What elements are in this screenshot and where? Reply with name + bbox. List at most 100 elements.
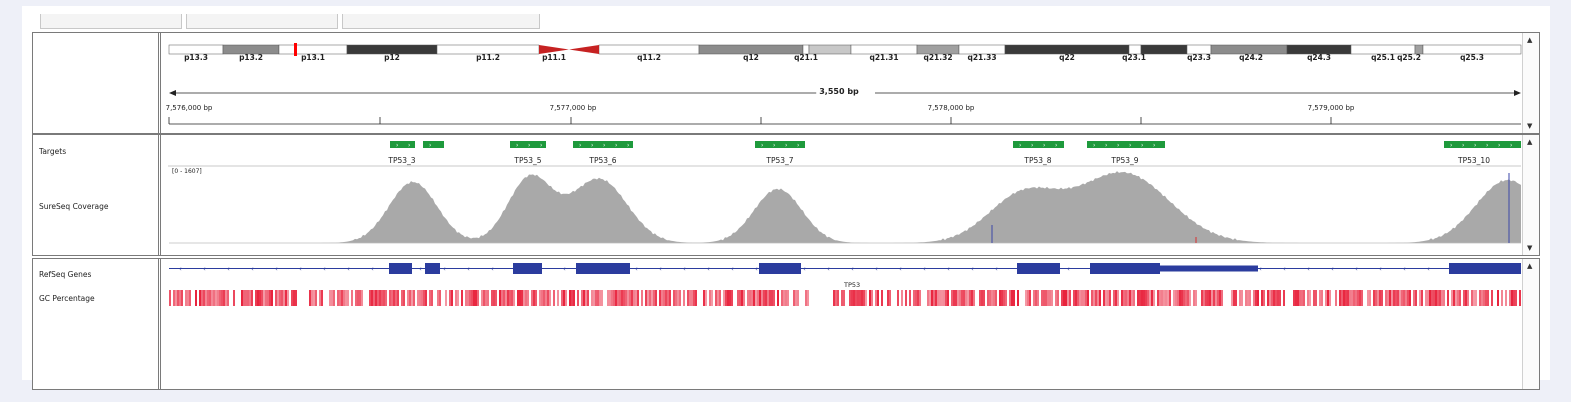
gc-bin	[437, 290, 439, 306]
gc-bin	[583, 290, 585, 306]
gc-bin	[1037, 290, 1039, 306]
gc-bin	[517, 290, 519, 306]
targets-track[interactable]: › › › › › › › › › › › › › › › › › › › › › › › › › › › › › › ›	[390, 141, 1521, 149]
gc-bin	[379, 290, 381, 306]
gc-bin	[719, 290, 721, 306]
gc-bin	[679, 290, 681, 306]
gc-bin	[1341, 290, 1343, 306]
gc-bin	[503, 290, 505, 306]
strand-arrow: ‹	[1307, 265, 1310, 273]
triangle-up-icon[interactable]: ▲	[1527, 36, 1533, 44]
triangle-down-icon[interactable]: ▼	[1527, 122, 1533, 130]
strand-arrow: ‹	[1379, 265, 1382, 273]
gc-percentage-track[interactable]	[169, 290, 1521, 306]
gc-bin	[1375, 290, 1377, 306]
gc-bin	[1175, 290, 1177, 306]
refseq-gene-track[interactable]: ‹‹‹‹‹‹‹‹‹‹‹‹‹‹‹‹‹‹‹‹‹‹‹‹‹‹‹‹‹‹‹‹‹‹‹‹‹‹‹‹…	[169, 263, 1521, 274]
strand-arrow: ›	[1450, 142, 1452, 149]
gc-bin	[869, 290, 871, 306]
gc-bin	[1427, 290, 1429, 306]
strand-arrow: ›	[1153, 142, 1155, 149]
gc-bin	[875, 290, 877, 306]
gc-bin	[1075, 290, 1077, 306]
strand-arrow: ›	[1141, 142, 1143, 149]
gc-bin	[597, 290, 599, 306]
gene-exon	[513, 263, 542, 274]
ruler-span: 3,550 bp	[816, 87, 862, 96]
header-scrollbar[interactable]: ▲ ▼	[1522, 33, 1539, 133]
gene-exon	[759, 263, 801, 274]
strand-arrow: ›	[429, 142, 431, 149]
toolbar-field-3[interactable]	[342, 14, 540, 29]
gc-bin	[769, 290, 771, 306]
gc-bin	[727, 290, 729, 306]
gc-bin	[1105, 290, 1107, 306]
strand-arrow: ‹	[659, 265, 662, 273]
strand-arrow: ‹	[1355, 265, 1358, 273]
gc-bin	[723, 290, 725, 306]
cytoband-label: q24.2	[1239, 53, 1263, 62]
gc-bin	[1421, 290, 1423, 306]
gc-bin	[1447, 290, 1449, 306]
gc-bin	[547, 290, 549, 306]
gc-bin	[673, 290, 675, 306]
toolbar-field-2[interactable]	[186, 14, 338, 29]
gc-bin	[1245, 290, 1247, 306]
gc-bin	[291, 290, 293, 306]
triangle-down-icon[interactable]: ▼	[1527, 244, 1533, 252]
gc-bin	[337, 290, 339, 306]
target-label: TP53_3	[388, 156, 416, 165]
gc-bin	[1319, 290, 1321, 306]
gc-bin	[1271, 290, 1273, 306]
gc-bin	[491, 290, 493, 306]
gc-bin	[1273, 290, 1275, 306]
data-scrollbar[interactable]: ▲ ▼	[1522, 135, 1539, 255]
gc-bin	[469, 290, 471, 306]
gc-bin	[855, 290, 857, 306]
gc-bin	[983, 290, 985, 306]
gc-bin	[417, 290, 419, 306]
strand-arrow: ‹	[827, 265, 830, 273]
gc-bin	[1081, 290, 1083, 306]
gc-bin	[833, 290, 835, 306]
gc-bin	[987, 290, 989, 306]
gc-bin	[509, 290, 511, 306]
gc-bin	[787, 290, 789, 306]
gc-bin	[1097, 290, 1099, 306]
strand-arrow: ›	[761, 142, 763, 149]
track-name-coverage[interactable]: SureSeq Coverage	[39, 202, 109, 211]
gc-bin	[1263, 290, 1265, 306]
coverage-track[interactable]	[169, 171, 1521, 244]
strand-arrow: ‹	[971, 265, 974, 273]
triangle-up-icon[interactable]: ▲	[1527, 138, 1533, 146]
triangle-up-icon[interactable]: ▲	[1527, 262, 1533, 270]
gc-bin	[1005, 290, 1007, 306]
coverage-area	[169, 171, 1521, 243]
strand-arrow: ›	[1043, 142, 1045, 149]
toolbar-field-1[interactable]	[40, 14, 182, 29]
gc-bin	[849, 290, 851, 306]
ruler[interactable]	[168, 90, 1521, 125]
gc-bin	[535, 290, 537, 306]
track-name-refseq[interactable]: RefSeq Genes	[39, 270, 92, 279]
strand-arrow: ‹	[347, 265, 350, 273]
gc-bin	[1143, 290, 1145, 306]
gc-bin	[665, 290, 667, 306]
feature-scrollbar[interactable]: ▲	[1522, 259, 1539, 389]
chromosome-ideogram[interactable]	[168, 43, 1522, 56]
strand-arrow: ‹	[275, 265, 278, 273]
track-name-targets[interactable]: Targets	[39, 147, 67, 156]
gc-bin	[1195, 290, 1197, 306]
gc-bin	[257, 290, 259, 306]
gc-bin	[1279, 290, 1281, 306]
gc-bin	[1055, 290, 1057, 306]
gc-bin	[737, 290, 739, 306]
feature-panel: RefSeq Genes GC Percentage ‹ ‹ ‹ ‹ ‹ ‹ ‹ ‹ ‹ ‹ ‹ ‹ ‹…	[32, 258, 1540, 390]
gc-bin	[175, 290, 177, 306]
gc-bin	[481, 290, 483, 306]
gc-bin	[1257, 290, 1259, 306]
track-name-gc[interactable]: GC Percentage	[39, 294, 95, 303]
gc-bin	[1001, 290, 1003, 306]
strand-arrow: ‹	[995, 265, 998, 273]
strand-arrow: ›	[1462, 142, 1464, 149]
